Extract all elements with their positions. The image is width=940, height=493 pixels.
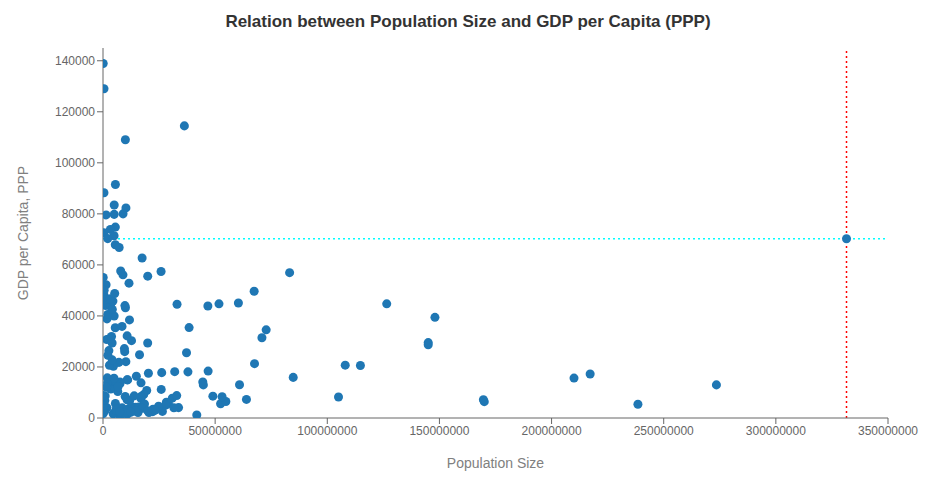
svg-text:100000: 100000 — [55, 156, 95, 170]
svg-text:250000000: 250000000 — [634, 424, 694, 438]
svg-text:200000000: 200000000 — [522, 424, 582, 438]
svg-text:20000: 20000 — [62, 360, 96, 374]
svg-text:0: 0 — [88, 411, 95, 425]
svg-text:100000000: 100000000 — [297, 424, 357, 438]
svg-text:GDP per Capita, PPP: GDP per Capita, PPP — [15, 166, 31, 300]
svg-text:300000000: 300000000 — [746, 424, 806, 438]
svg-text:50000000: 50000000 — [188, 424, 242, 438]
html-text:Relation between Population Si: Relation between Population Size and GDP… — [225, 12, 711, 31]
svg-text:80000: 80000 — [62, 207, 96, 221]
svg-text:Population Size: Population Size — [447, 455, 545, 471]
svg-text:350000000: 350000000 — [858, 424, 918, 438]
svg-text:60000: 60000 — [62, 258, 96, 272]
svg-text:120000: 120000 — [55, 105, 95, 119]
svg-text:140000: 140000 — [55, 54, 95, 68]
svg-text:150000000: 150000000 — [409, 424, 469, 438]
svg-text:0: 0 — [100, 424, 107, 438]
svg-text:40000: 40000 — [62, 309, 96, 323]
